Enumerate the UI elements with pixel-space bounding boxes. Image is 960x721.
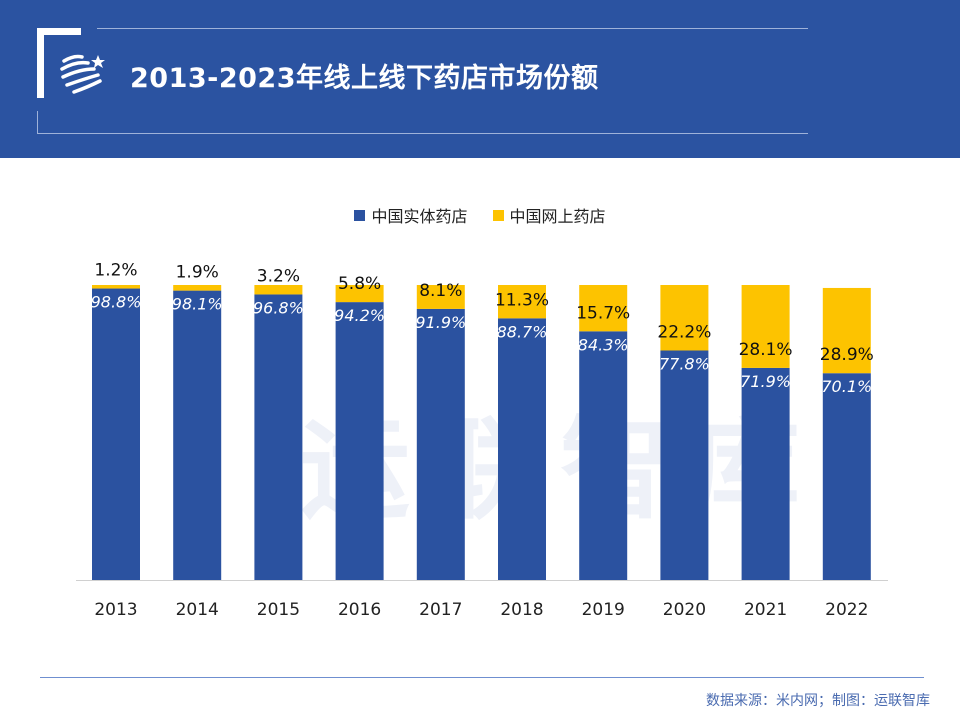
header-top-line	[97, 28, 808, 29]
data-label-offline: 70.1%	[821, 377, 872, 396]
data-label-offline: 98.1%	[172, 295, 223, 314]
x-tick-label: 2017	[419, 600, 462, 620]
data-label-offline: 84.3%	[578, 335, 629, 354]
legend-swatch-online	[492, 209, 504, 221]
data-label-online: 15.7%	[576, 303, 630, 323]
x-tick-label: 2014	[176, 600, 219, 620]
bar-offline-2014	[173, 290, 222, 580]
x-tick-label: 2019	[582, 600, 625, 620]
data-label-online: 28.1%	[739, 340, 793, 360]
bar-online-2014	[173, 285, 222, 291]
bar-online-2015	[254, 285, 303, 295]
page-title: 2013-2023年线上线下药店市场份额	[130, 63, 599, 94]
bar-offline-2021	[741, 367, 790, 580]
data-label-offline: 77.8%	[659, 354, 710, 373]
header-bracket	[37, 28, 81, 98]
data-label-online: 11.3%	[495, 290, 549, 310]
stacked-bar-chart: 98.8% 1.2% 2013 98.1% 1.9% 2014 96.8% 3.2% 2015 9…	[76, 261, 888, 620]
legend-item-online: 中国网上药店	[492, 203, 606, 227]
data-label-offline: 88.7%	[497, 322, 548, 341]
bar-online-2017	[416, 285, 465, 309]
data-label-online: 22.2%	[657, 322, 711, 342]
x-tick-label: 2018	[500, 600, 543, 620]
bar-offline-2017	[416, 308, 465, 580]
x-tick-label: 2020	[663, 600, 706, 620]
header-banner: 2013-2023年线上线下药店市场份额	[0, 0, 960, 158]
data-label-online: 28.9%	[820, 345, 874, 365]
bar-online-2018	[498, 285, 546, 319]
bar-online-2020	[660, 285, 709, 351]
bar-online-2019	[579, 285, 628, 332]
bar-online-2016	[335, 285, 384, 303]
bar-offline-2018	[498, 318, 546, 580]
legend-item-offline: 中国实体药店	[354, 203, 467, 227]
bar-online-2021	[741, 285, 790, 368]
bar-offline-2016	[335, 302, 384, 580]
source-note: 数据来源：米内网；制图：运联智库	[706, 693, 930, 709]
bar-offline-2013	[92, 288, 140, 580]
bar-offline-2022	[822, 373, 871, 580]
bar-offline-2020	[660, 350, 709, 580]
x-tick-label: 2021	[744, 600, 787, 620]
data-label-online: 1.9%	[176, 263, 219, 283]
data-label-offline: 91.9%	[415, 313, 466, 332]
header-bottom-line	[37, 133, 808, 134]
bar-online-2013	[92, 285, 140, 289]
header-bracket-line	[37, 111, 38, 134]
data-label-offline: 94.2%	[334, 306, 385, 325]
data-label-offline: 71.9%	[740, 372, 791, 391]
data-label-online: 1.2%	[94, 261, 137, 281]
bar-online-2022	[822, 287, 871, 374]
x-tick-label: 2016	[338, 600, 381, 620]
legend-label: 中国实体药店	[371, 207, 468, 226]
bar-offline-2019	[579, 331, 628, 580]
legend-swatch-offline	[354, 209, 366, 221]
x-tick-label: 2015	[257, 600, 300, 620]
data-label-online: 3.2%	[257, 266, 300, 286]
brand-logo-icon	[60, 54, 105, 94]
chart-legend: 中国实体药店 中国网上药店	[0, 203, 960, 227]
footer-divider	[40, 677, 924, 678]
data-label-offline: 98.8%	[91, 293, 142, 312]
x-tick-label: 2013	[94, 600, 137, 620]
bar-offline-2015	[254, 294, 303, 580]
legend-label: 中国网上药店	[509, 207, 606, 226]
x-tick-label: 2022	[825, 600, 868, 620]
data-label-online: 5.8%	[338, 274, 381, 294]
data-label-offline: 96.8%	[253, 298, 304, 317]
data-label-online: 8.1%	[419, 281, 462, 301]
